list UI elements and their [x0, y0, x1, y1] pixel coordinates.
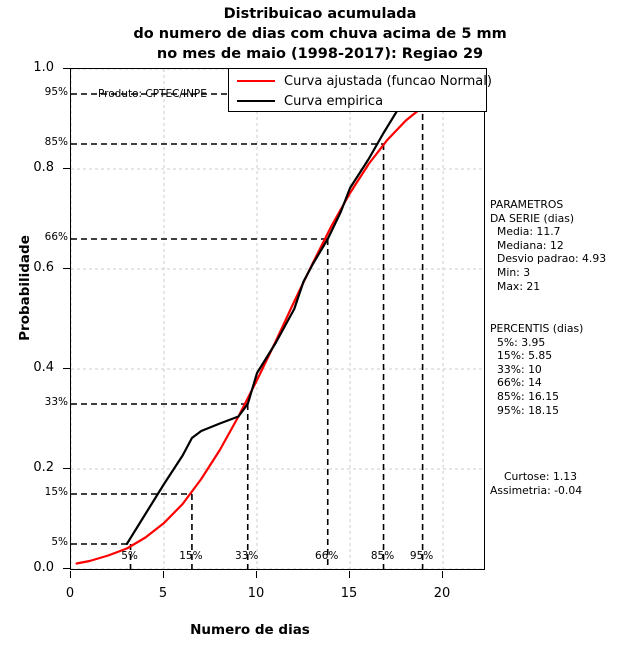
producer-credit: Produto: CPTEC/INPE [98, 88, 207, 100]
curve-fitted [75, 83, 469, 565]
percentile-33: 33%: 10 [497, 362, 542, 376]
x-axis-tick [163, 571, 165, 578]
x-axis-label: 10 [247, 586, 265, 601]
y-axis-label: 1.0 [33, 60, 54, 75]
curve-empirical [125, 69, 463, 546]
parameter-media: Media: 11.7 [497, 225, 561, 239]
percentile-label-x: 33% [235, 550, 259, 562]
y-axis-label: 0.6 [33, 260, 54, 275]
percentile-95: 95%: 18.15 [497, 403, 559, 417]
legend-item-empirical: Curva empirica [237, 91, 383, 111]
x-axis-tick [256, 571, 258, 578]
percentile-85: 85%: 16.15 [497, 389, 559, 403]
parameters-header-1: PARAMETROS [490, 198, 564, 211]
y-axis-label: 0.4 [33, 360, 54, 375]
title-line-2: do numero de dias com chuva acima de 5 m… [133, 26, 507, 42]
percentiles-header: PERCENTIS (dias) [490, 322, 584, 335]
plot-inner [71, 69, 484, 569]
percentile-label-x: 95% [409, 550, 434, 562]
x-axis-tick [442, 571, 444, 578]
x-axis-label: 15 [340, 586, 358, 601]
legend-swatch-empirical [237, 100, 275, 102]
y-axis-tick [63, 368, 70, 369]
x-axis-title: Numero de dias [190, 622, 310, 638]
moments-panel: Curtose: 1.13 Assimetria: -0.04 [490, 470, 582, 497]
legend: Curva ajustada (funcao Normal) Curva emp… [228, 68, 492, 112]
parameter-min: Min: 3 [497, 265, 531, 279]
moment-curtose: Curtose: 1.13 [504, 470, 578, 483]
parameter-desvio-padrao: Desvio padrao: 4.93 [497, 252, 607, 266]
percentile-label-y: 15% [44, 486, 68, 498]
y-axis-tick [63, 468, 70, 469]
y-axis-label: 0.8 [33, 160, 54, 175]
y-axis-label: 0.2 [33, 460, 54, 475]
percentile-15: 15%: 5.85 [497, 349, 553, 363]
x-axis-tick [70, 571, 71, 578]
percentile-label-x: 66% [315, 550, 339, 562]
percentile-label-x: 5% [121, 550, 138, 562]
percentile-label-y: 85% [44, 136, 68, 148]
y-axis-tick [63, 568, 70, 569]
y-axis-label: 0.0 [33, 560, 54, 575]
legend-label-fitted: Curva ajustada (funcao Normal) [284, 73, 492, 89]
parameters-header-2: DA SERIE (dias) [490, 211, 575, 225]
page-title: Distribuicao acumulada do numero de dias… [0, 4, 640, 64]
percentile-label-x: 85% [370, 550, 395, 562]
percentiles-panel: PERCENTIS (dias) 5%: 3.95 15%: 5.85 33%:… [490, 322, 583, 417]
parameters-panel: PARAMETROS DA SERIE (dias) Media: 11.7 M… [490, 198, 606, 293]
x-axis-label: 0 [65, 586, 75, 601]
plot-canvas [71, 69, 484, 569]
moment-assimetria: Assimetria: -0.04 [490, 483, 583, 497]
percentile-label-y: 5% [51, 536, 68, 548]
percentile-label-y: 95% [44, 86, 68, 98]
title-line-3: no mes de maio (1998-2017): Regiao 29 [156, 46, 484, 62]
y-axis-tick [63, 168, 70, 169]
legend-swatch-fitted [237, 80, 275, 82]
percentile-label-x: 15% [179, 550, 203, 562]
percentile-66: 66%: 14 [497, 376, 542, 390]
legend-label-empirical: Curva empirica [284, 93, 384, 109]
title-line-1: Distribuicao acumulada [223, 6, 417, 22]
parameter-mediana: Mediana: 12 [497, 238, 564, 252]
y-axis-tick [63, 68, 70, 69]
x-axis-tick [349, 571, 351, 578]
legend-item-fitted: Curva ajustada (funcao Normal) [237, 71, 492, 91]
percentile-label-y: 66% [44, 231, 68, 243]
percentile-label-y: 33% [44, 396, 68, 408]
x-axis-label: 20 [433, 586, 451, 601]
y-axis-title: Probabilidade [17, 235, 33, 341]
parameter-max: Max: 21 [497, 279, 541, 293]
x-axis-label: 5 [158, 586, 168, 601]
plot-area [70, 68, 485, 570]
percentile-5: 5%: 3.95 [497, 335, 546, 349]
y-axis-tick [63, 268, 70, 269]
